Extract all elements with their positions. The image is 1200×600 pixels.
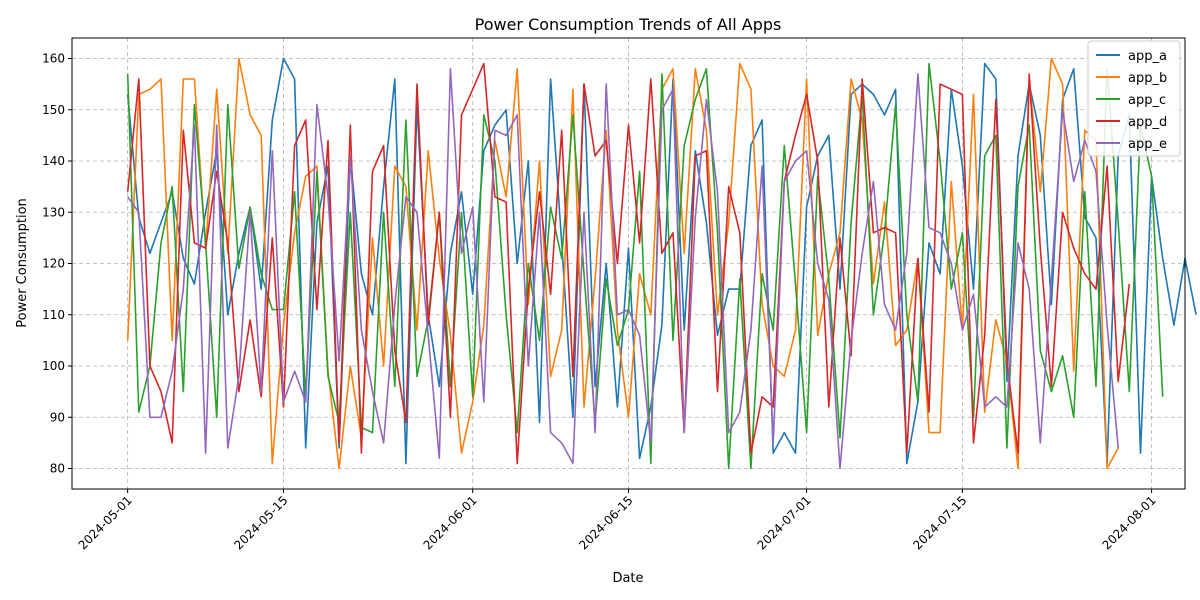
legend-label-app_b: app_b — [1128, 71, 1167, 86]
legend-box — [1087, 40, 1181, 157]
series-line-app_d — [126, 62, 1131, 465]
y-axis-ticks: 80 90 100 110 120 130 140 150 160 — [42, 52, 72, 476]
chart-title: Power Consumption Trends of All Apps — [475, 15, 782, 34]
y-tick-label: 80 — [50, 462, 65, 476]
y-tick-label: 110 — [42, 308, 65, 322]
series-lines — [126, 57, 1197, 470]
series-line-app_c — [126, 62, 1164, 470]
series-line-app_a — [126, 57, 1197, 465]
series-line-app_e — [127, 68, 1119, 470]
y-tick-label: 140 — [42, 154, 65, 168]
y-tick-label: 130 — [42, 205, 65, 219]
y-axis-title: Power Consumption — [15, 198, 30, 328]
y-tick-label: 150 — [42, 103, 65, 117]
x-axis-title: Date — [612, 571, 643, 586]
legend-label-app_a: app_a — [1128, 49, 1167, 64]
legend-label-app_c: app_c — [1128, 93, 1166, 108]
legend-label-app_d: app_d — [1128, 115, 1167, 130]
y-tick-label: 160 — [42, 52, 65, 66]
y-tick-label: 100 — [42, 359, 65, 373]
y-tick-label: 120 — [42, 257, 65, 271]
series-line-app_b — [126, 57, 1119, 470]
legend-label-app_e: app_e — [1128, 137, 1167, 152]
y-tick-label: 90 — [50, 410, 65, 424]
legend: app_a app_b app_c app_d app_e — [1087, 40, 1181, 157]
